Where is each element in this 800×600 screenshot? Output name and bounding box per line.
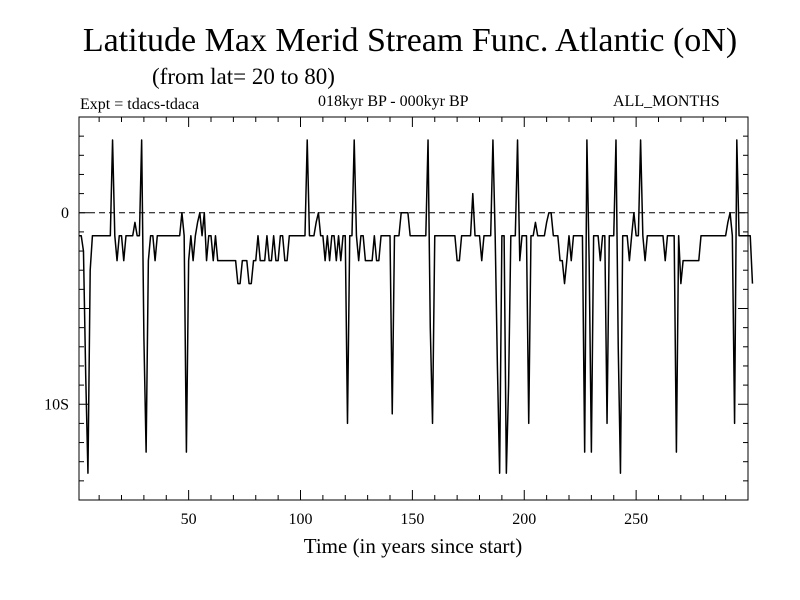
x-tick-label: 250 (624, 511, 648, 528)
x-axis-label: Time (in years since start) (303, 534, 523, 558)
months-label: ALL_MONTHS (613, 93, 720, 110)
y-tick-label: 0 (61, 205, 69, 222)
x-tick-label: 150 (400, 511, 424, 528)
x-tick-label: 100 (289, 511, 313, 528)
chart-title: Latitude Max Merid Stream Func. Atlantic… (82, 22, 738, 59)
chart-subtitle: (from lat= 20 to 80) (152, 64, 335, 89)
x-tick-label: 200 (512, 511, 536, 528)
data-series-line (79, 139, 754, 474)
plot-frame (78, 116, 749, 501)
y-tick-label: 10S (44, 396, 69, 413)
experiment-label: Expt = tdacs-tdaca (80, 96, 200, 113)
x-tick-label: 50 (181, 511, 197, 528)
period-label: 018kyr BP - 000kyr BP (318, 93, 469, 110)
